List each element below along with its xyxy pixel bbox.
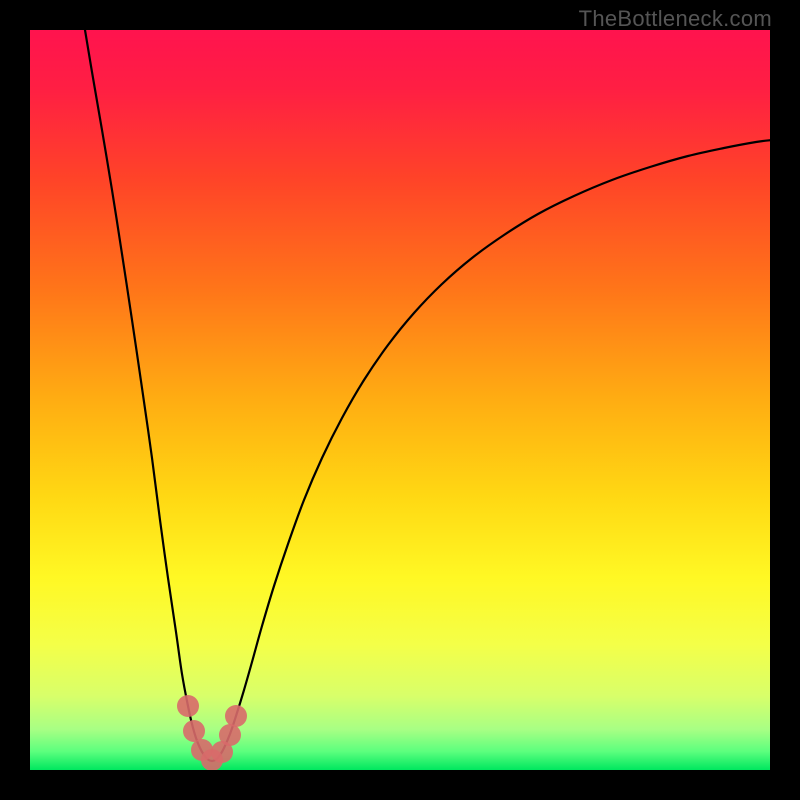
bottleneck-curve xyxy=(84,30,770,761)
plot-area xyxy=(30,30,770,770)
chart-container: TheBottleneck.com xyxy=(0,0,800,800)
marker-dot xyxy=(183,720,205,742)
watermark-text: TheBottleneck.com xyxy=(579,6,772,32)
marker-dot xyxy=(177,695,199,717)
marker-dot xyxy=(219,724,241,746)
marker-group xyxy=(177,695,247,770)
marker-dot xyxy=(225,705,247,727)
curve-layer xyxy=(30,30,770,770)
